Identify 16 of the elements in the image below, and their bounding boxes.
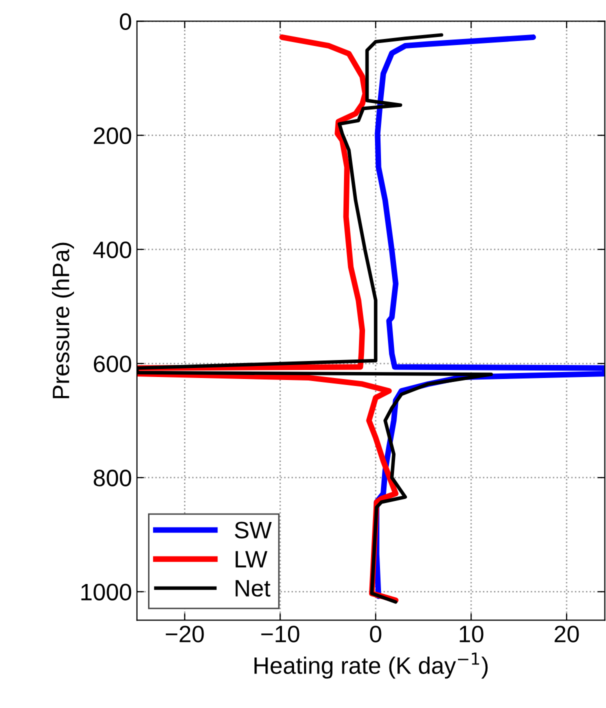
y-axis-title: Pressure (hPa) bbox=[52, 242, 74, 398]
x-tick-label: 0 bbox=[370, 626, 382, 642]
y-tick-label: 1000 bbox=[81, 584, 132, 600]
x-tick-label: −10 bbox=[261, 626, 300, 642]
legend-label: Net bbox=[236, 580, 270, 597]
legend-label: LW bbox=[236, 551, 268, 568]
y-tick-label: 400 bbox=[93, 241, 132, 258]
x-axis-title: Heating rate (K day$^{−1}$) bbox=[254, 652, 488, 679]
y-tick-label: 200 bbox=[94, 127, 132, 144]
x-tick-label: 10 bbox=[460, 626, 484, 642]
x-tick-label: 20 bbox=[554, 626, 579, 642]
x-tick-label: −20 bbox=[166, 626, 204, 642]
y-tick-label: 800 bbox=[94, 470, 132, 486]
y-tick-label: 0 bbox=[120, 13, 132, 30]
legend-label: SW bbox=[234, 522, 272, 538]
y-tick-label: 600 bbox=[94, 356, 132, 372]
